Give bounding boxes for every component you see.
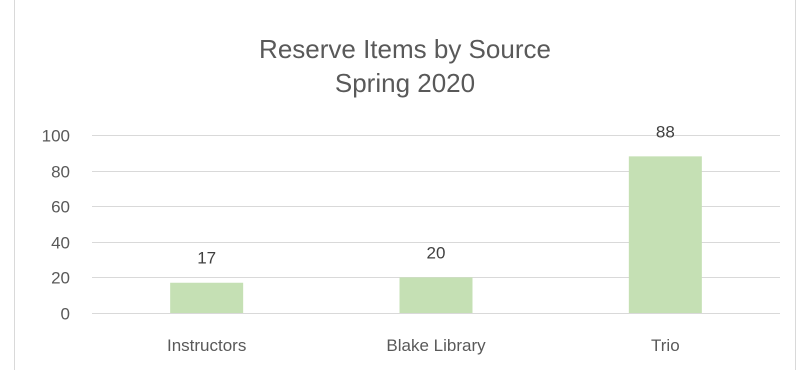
bar [399, 277, 473, 313]
chart-subtitle: Spring 2020 [334, 68, 476, 98]
chart-title-line-1: Reserve Items by Source [259, 34, 551, 64]
x-category-label: Blake Library [386, 336, 486, 355]
y-tick-label: 20 [51, 269, 70, 288]
chart-area [14, 0, 796, 370]
y-tick-label: 80 [51, 163, 70, 182]
y-tick-label: 0 [61, 305, 70, 324]
bar [170, 282, 244, 313]
y-tick-label: 100 [42, 127, 70, 146]
x-category-label: Instructors [167, 336, 246, 355]
data-label: 17 [197, 249, 216, 268]
x-category-label: Trio [651, 336, 680, 355]
chart-title: Reserve Items by Source Spring 2020 [14, 32, 796, 100]
data-label: 88 [656, 122, 675, 141]
data-label: 20 [427, 243, 446, 262]
bar [628, 156, 702, 313]
y-tick-label: 40 [51, 234, 70, 253]
y-tick-label: 60 [51, 198, 70, 217]
